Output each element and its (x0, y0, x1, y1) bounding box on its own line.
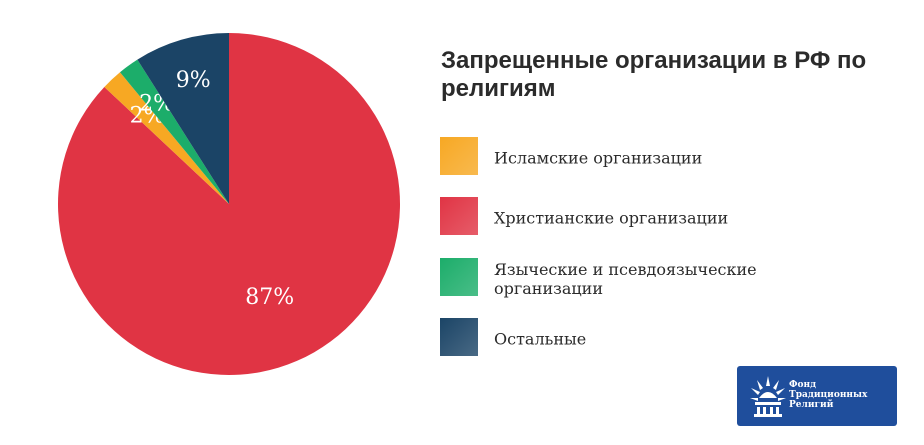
legend-swatch-islamic (440, 137, 478, 175)
legend-label-other: Остальные (494, 329, 587, 349)
pie-label-other: 9% (176, 68, 211, 93)
pie-label-christian: 87% (245, 285, 294, 310)
legend-item-other: Остальные (440, 318, 860, 360)
pie-slice-pagan (120, 59, 229, 204)
pie-slice-other (137, 33, 229, 204)
legend-swatch-other (440, 318, 478, 356)
foundation-logo: Фонд Традиционных Религий (737, 366, 897, 426)
legend-label-pagan: Языческие и псевдоязыческие организации (494, 260, 757, 298)
legend-label-christian: Христианские организации (494, 208, 729, 228)
legend-item-islamic: Исламские организации (440, 137, 860, 179)
chart-title: Запрещенные организации в РФ по религиям (441, 47, 867, 102)
sunburst-emblem-icon (750, 376, 786, 417)
legend-swatch-pagan (440, 258, 478, 296)
logo-text: Фонд Традиционных Религий (789, 380, 868, 410)
legend-swatch-christian (440, 197, 478, 235)
legend-item-pagan: Языческие и псевдоязыческие организации (440, 258, 860, 300)
legend-label-islamic: Исламские организации (494, 148, 703, 168)
pie-slice-islamic (104, 72, 229, 204)
legend-item-christian: Христианские организации (440, 197, 860, 239)
